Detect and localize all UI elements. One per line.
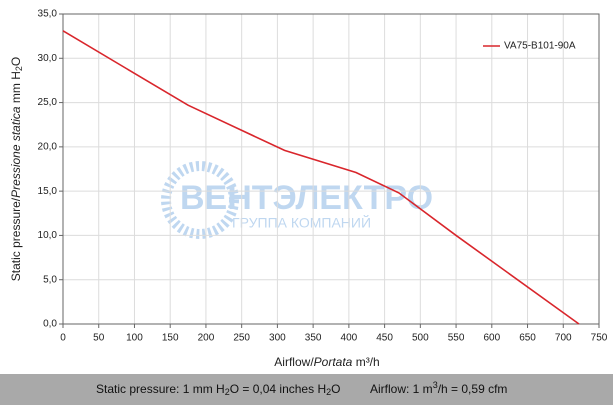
y-tick-label: 5,0 [43, 274, 57, 285]
footer-part: Static pressure: 1 mm H [96, 382, 225, 396]
x-tick-label: 200 [198, 333, 215, 344]
y-tick-label: 15,0 [38, 186, 58, 197]
watermark: ВЕНТЭЛЕКТРО ГРУППА КОМПАНИЙ [161, 161, 433, 239]
x-tick-label: 500 [412, 333, 429, 344]
y-title-part: mm H [9, 71, 23, 106]
footer-part: O [331, 382, 340, 396]
x-tick-label: 450 [376, 333, 393, 344]
watermark-text: ВЕНТЭЛЕКТРО [180, 179, 433, 217]
x-axis-title: Airflow/Portata m³/h [274, 355, 379, 369]
footer-part: Airflow: 1 m [370, 382, 433, 396]
y-tick-label: 0,0 [43, 319, 57, 330]
x-tick-label: 350 [305, 333, 322, 344]
x-tick-label: 300 [269, 333, 286, 344]
y-title-part: / [9, 197, 23, 201]
x-tick-label: 650 [519, 333, 536, 344]
x-tick-label: 400 [341, 333, 358, 344]
x-tick-label: 50 [93, 333, 105, 344]
footer-part: 3 [433, 380, 438, 390]
footer-bar [0, 374, 613, 405]
x-tick-label: 550 [448, 333, 465, 344]
y-axis-title: Static pressure/Pressione statica mm H2O [9, 57, 24, 281]
x-tick-label: 150 [162, 333, 179, 344]
y-tick-label: 20,0 [38, 141, 58, 152]
x-tick-label: 0 [60, 333, 66, 344]
plot-frame [62, 13, 600, 325]
footer-pressure: Static pressure: 1 mm H2O = 0,04 inches … [96, 382, 340, 397]
y-title-part: Pressione statica [9, 106, 23, 198]
x-title-part: / [310, 355, 314, 369]
y-tick-label: 30,0 [38, 53, 58, 64]
footer-part: 2 [225, 387, 230, 397]
x-title-part: m³/h [352, 355, 379, 369]
footer-part: 2 [326, 387, 331, 397]
data-line [62, 30, 580, 325]
y-title-part: Static pressure [9, 201, 23, 281]
x-tick-label: 250 [233, 333, 250, 344]
footer-part: O = 0,04 inches H [230, 382, 326, 396]
y-tick-label: 10,0 [38, 230, 58, 241]
legend-label: VA75-B101-90A [504, 41, 576, 52]
x-tick-label: 750 [591, 333, 608, 344]
watermark-subtext: ГРУППА КОМПАНИЙ [232, 214, 371, 231]
x-title-part: Portata [314, 355, 353, 369]
x-tick-label: 700 [555, 333, 572, 344]
x-tick-label: 600 [483, 333, 500, 344]
y-tick-label: 25,0 [38, 97, 58, 108]
y-tick-label: 35,0 [38, 9, 58, 20]
watermark-logo [161, 161, 239, 239]
x-title-part: Airflow [274, 355, 310, 369]
y-title-part: O [9, 57, 23, 66]
footer-airflow: Airflow: 1 m3/h = 0,59 cfm [370, 380, 507, 396]
y-title-part: 2 [14, 66, 24, 71]
x-tick-label: 100 [126, 333, 143, 344]
footer-part: /h = 0,59 cfm [438, 382, 508, 396]
